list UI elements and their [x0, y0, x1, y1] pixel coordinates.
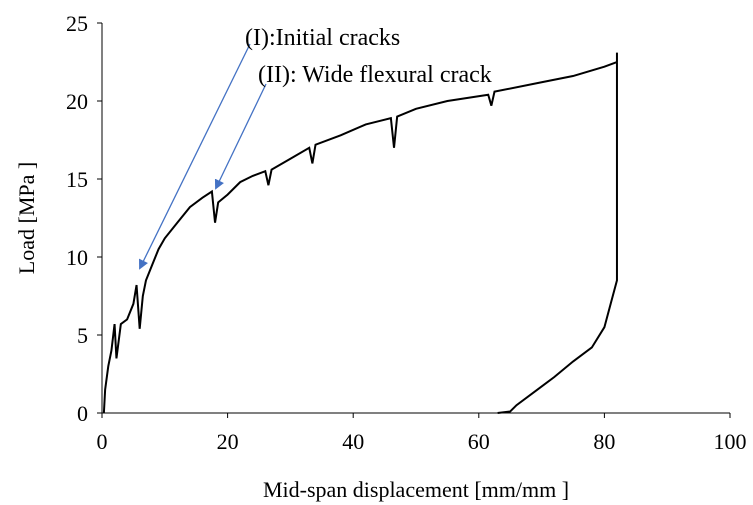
- x-tick-label: 80: [593, 429, 615, 454]
- x-tick-label: 100: [714, 429, 747, 454]
- x-axis-label: Mid-span displacement [mm/mm ]: [263, 477, 569, 502]
- y-tick-label: 15: [66, 167, 88, 192]
- x-tick-label: 60: [468, 429, 490, 454]
- annotation: (II): Wide flexural crack: [258, 62, 492, 88]
- x-tick-label: 20: [217, 429, 239, 454]
- y-tick-label: 5: [77, 323, 88, 348]
- y-tick-label: 0: [77, 401, 88, 426]
- arrow: [139, 43, 251, 270]
- y-axis-label: Load [MPa ]: [14, 162, 39, 274]
- annotation: (I):Initial cracks: [245, 25, 400, 51]
- x-tick-label: 0: [97, 429, 108, 454]
- x-tick-label: 40: [342, 429, 364, 454]
- y-tick-label: 20: [66, 89, 88, 114]
- arrow: [214, 83, 267, 190]
- y-tick-label: 10: [66, 245, 88, 270]
- data-line: [102, 52, 618, 414]
- y-tick-label: 25: [66, 11, 88, 36]
